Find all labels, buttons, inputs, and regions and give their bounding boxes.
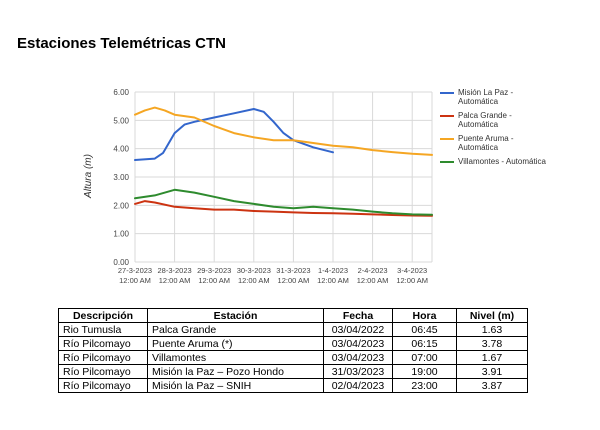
- table-row: Río Pilcomayo Misión la Paz – SNIH 02/04…: [58, 378, 528, 393]
- y-tick-label: 4.00: [113, 145, 129, 154]
- line-chart: 0.001.002.003.004.005.006.0027-3-202312:…: [83, 88, 433, 285]
- legend-swatch: [440, 138, 454, 140]
- cell-date: 02/04/2023: [323, 378, 393, 393]
- cell-time: 19:00: [392, 364, 457, 379]
- cell-station: Misión la Paz – SNIH: [147, 378, 324, 393]
- x-tick-label: 28-3-2023: [157, 266, 191, 275]
- cell-time: 06:45: [392, 322, 457, 337]
- table-row: Río Pilcomayo Puente Aruma (*) 03/04/202…: [58, 336, 528, 351]
- table-row: Río Pilcomayo Misión la Paz – Pozo Hondo…: [58, 364, 528, 379]
- series-line: [134, 200, 433, 217]
- x-tick-label: 29-3-2023: [197, 266, 231, 275]
- legend-swatch: [440, 161, 454, 163]
- x-tick-label: 27-3-2023: [118, 266, 152, 275]
- cell-date: 03/04/2022: [323, 322, 393, 337]
- x-tick-label: 30-3-2023: [237, 266, 271, 275]
- legend-label: Palca Grande - Automática: [458, 111, 512, 129]
- cell-station: Misión la Paz – Pozo Hondo: [147, 364, 324, 379]
- cell-date: 31/03/2023: [323, 364, 393, 379]
- x-tick-label: 3-4-2023: [397, 266, 427, 275]
- legend-item: Misión La Paz - Automática: [440, 88, 550, 106]
- cell-time: 07:00: [392, 350, 457, 365]
- stations-table: Descripción Estación Fecha Hora Nivel (m…: [58, 308, 528, 393]
- x-tick-label: 2-4-2023: [358, 266, 388, 275]
- legend-item: Puente Aruma - Automática: [440, 134, 550, 152]
- legend-label: Villamontes - Automática: [458, 157, 546, 166]
- series-line: [134, 108, 334, 161]
- legend-item: Villamontes - Automática: [440, 157, 550, 166]
- column-header: Estación: [147, 308, 324, 323]
- y-tick-label: 6.00: [113, 88, 129, 97]
- chart-axes: 0.001.002.003.004.005.006.0027-3-202312:…: [113, 88, 428, 285]
- x-tick-label: 12:00 AM: [159, 276, 191, 285]
- cell-level: 1.67: [456, 350, 528, 365]
- x-tick-label: 12:00 AM: [317, 276, 349, 285]
- legend-label: Puente Aruma - Automática: [458, 134, 514, 152]
- cell-date: 03/04/2023: [323, 350, 393, 365]
- x-tick-label: 31-3-2023: [276, 266, 310, 275]
- table-header-row: Descripción Estación Fecha Hora Nivel (m…: [58, 308, 528, 323]
- x-tick-label: 12:00 AM: [357, 276, 389, 285]
- x-tick-label: 1-4-2023: [318, 266, 348, 275]
- cell-level: 3.78: [456, 336, 528, 351]
- legend-swatch: [440, 115, 454, 117]
- cell-time: 06:15: [392, 336, 457, 351]
- cell-station: Palca Grande: [147, 322, 324, 337]
- cell-level: 3.87: [456, 378, 528, 393]
- column-header: Hora: [392, 308, 457, 323]
- series-line: [134, 106, 433, 156]
- cell-description: Río Pilcomayo: [58, 378, 148, 393]
- table-row: Rio Tumusla Palca Grande 03/04/2022 06:4…: [58, 322, 528, 337]
- cell-description: Río Pilcomayo: [58, 364, 148, 379]
- cell-station: Villamontes: [147, 350, 324, 365]
- legend-item: Palca Grande - Automática: [440, 111, 550, 129]
- column-header: Descripción: [58, 308, 148, 323]
- y-tick-label: 5.00: [113, 116, 129, 125]
- cell-station: Puente Aruma (*): [147, 336, 324, 351]
- cell-level: 1.63: [456, 322, 528, 337]
- x-tick-label: 12:00 AM: [396, 276, 428, 285]
- cell-time: 23:00: [392, 378, 457, 393]
- cell-description: Río Pilcomayo: [58, 336, 148, 351]
- y-tick-label: 0.00: [113, 258, 129, 267]
- legend-label: Misión La Paz - Automática: [458, 88, 514, 106]
- legend-swatch: [440, 92, 454, 94]
- page-title: Estaciones Telemétricas CTN: [17, 35, 226, 52]
- chart-series: [134, 106, 433, 217]
- x-tick-label: 12:00 AM: [198, 276, 230, 285]
- chart-legend: Misión La Paz - Automática Palca Grande …: [440, 88, 550, 171]
- cell-level: 3.91: [456, 364, 528, 379]
- cell-description: Rio Tumusla: [58, 322, 148, 337]
- x-tick-label: 12:00 AM: [119, 276, 151, 285]
- column-header: Fecha: [323, 308, 393, 323]
- chart-grid: [134, 91, 433, 263]
- y-tick-label: 3.00: [113, 173, 129, 182]
- series-line: [134, 188, 433, 216]
- cell-description: Río Pilcomayo: [58, 350, 148, 365]
- y-tick-label: 1.00: [113, 230, 129, 239]
- cell-date: 03/04/2023: [323, 336, 393, 351]
- column-header: Nivel (m): [456, 308, 528, 323]
- x-tick-label: 12:00 AM: [238, 276, 270, 285]
- x-tick-label: 12:00 AM: [278, 276, 310, 285]
- y-tick-label: 2.00: [113, 201, 129, 210]
- table-row: Río Pilcomayo Villamontes 03/04/2023 07:…: [58, 350, 528, 365]
- y-axis-label: Altura (m): [83, 154, 94, 199]
